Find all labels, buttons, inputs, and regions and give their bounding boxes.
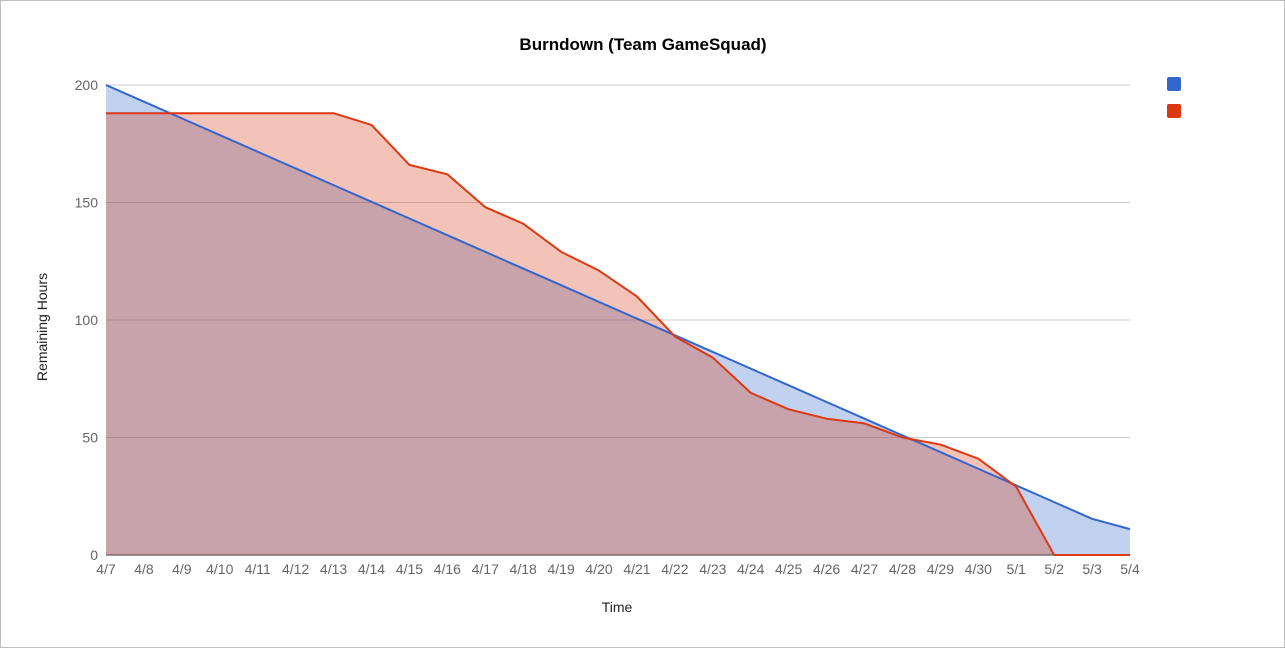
x-tick-label: 4/22: [661, 561, 688, 577]
x-tick-label: 4/24: [737, 561, 764, 577]
chart-title: Burndown (Team GameSquad): [519, 35, 766, 54]
x-tick-label: 4/16: [434, 561, 461, 577]
x-tick-label: 4/20: [585, 561, 612, 577]
x-tick-label: 4/15: [396, 561, 423, 577]
series-2-line: [106, 112, 1130, 556]
legend-swatch-1: [1167, 77, 1181, 91]
x-tick-label: 4/29: [927, 561, 954, 577]
x-tick-label: 4/13: [320, 561, 347, 577]
x-tick-label: 4/26: [813, 561, 840, 577]
x-tick-label: 4/23: [699, 561, 726, 577]
x-tick-label: 5/3: [1082, 561, 1102, 577]
series-areas: [106, 85, 1130, 555]
x-tick-labels: 4/7 4/8 4/9 4/10 4/11 4/12 4/13 4/14 4/15 4/16 4/1…: [96, 561, 1140, 577]
x-tick-label: 5/4: [1120, 561, 1140, 577]
y-tick-label: 150: [75, 195, 99, 211]
x-tick-label: 4/14: [358, 561, 385, 577]
y-tick-label: 100: [75, 312, 99, 328]
y-tick-label: 50: [82, 430, 98, 446]
x-tick-label: 4/30: [965, 561, 992, 577]
x-tick-label: 4/21: [623, 561, 650, 577]
x-tick-label: 4/11: [245, 561, 271, 577]
x-tick-label: 4/18: [510, 561, 537, 577]
x-tick-label: 4/12: [282, 561, 309, 577]
x-tick-label: 5/2: [1044, 561, 1064, 577]
x-tick-label: 4/17: [472, 561, 499, 577]
x-tick-label: 4/8: [134, 561, 154, 577]
y-axis-title: Remaining Hours: [34, 273, 50, 381]
x-tick-label: 4/25: [775, 561, 802, 577]
x-tick-label: 5/1: [1006, 561, 1026, 577]
grid-lines: [106, 84, 1130, 556]
x-tick-label: 4/28: [889, 561, 916, 577]
x-tick-label: 4/7: [96, 561, 116, 577]
x-tick-label: 4/27: [851, 561, 878, 577]
y-tick-labels: 0 50 100 150 200: [75, 77, 99, 563]
series-1-area: [106, 85, 1130, 555]
y-tick-label: 0: [90, 547, 98, 563]
legend: [1167, 77, 1181, 118]
y-tick-label: 200: [75, 77, 99, 93]
x-tick-label: 4/19: [547, 561, 574, 577]
x-tick-label: 4/9: [172, 561, 192, 577]
legend-swatch-2: [1167, 104, 1181, 118]
series-lines: [105, 84, 1131, 556]
x-tick-label: 4/10: [206, 561, 233, 577]
series-2-area: [106, 113, 1130, 555]
series-1-line: [105, 84, 1131, 531]
x-axis-title: Time: [602, 599, 633, 615]
